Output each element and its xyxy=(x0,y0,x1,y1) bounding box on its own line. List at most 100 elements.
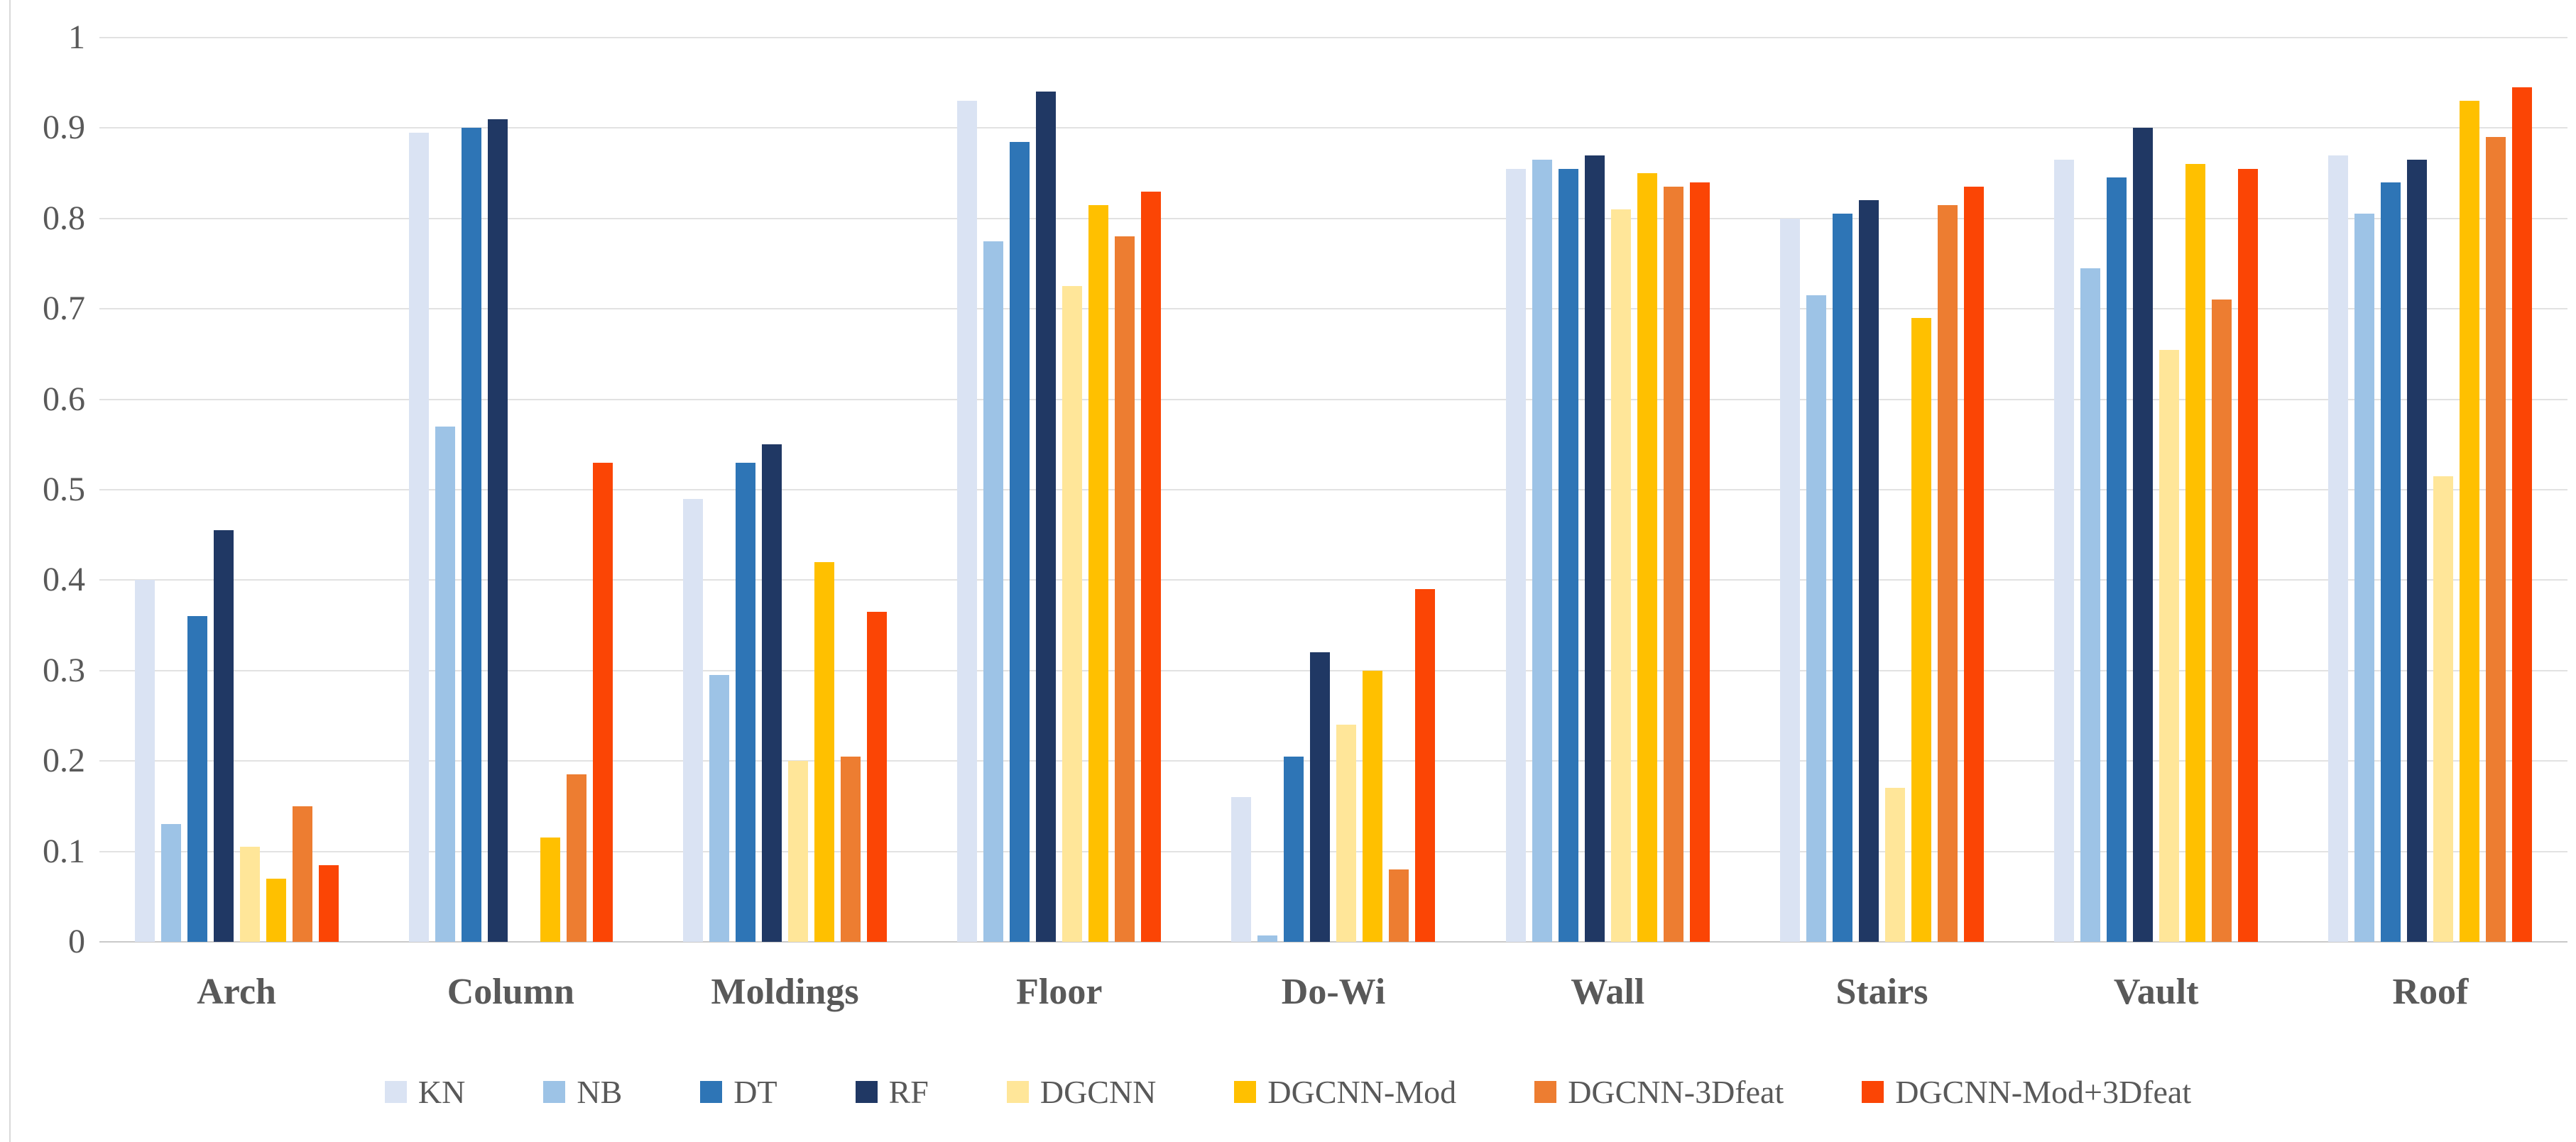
category-label-stairs: Stairs xyxy=(1835,972,1928,1012)
bar-do-wi-nb xyxy=(1257,935,1278,942)
bar-moldings-dgcnn-3dfeat xyxy=(841,757,861,942)
y-tick-label: 0.4 xyxy=(43,561,85,599)
gridline-y-1 xyxy=(99,37,2567,38)
legend-label-rf: RF xyxy=(888,1074,929,1110)
bar-do-wi-kn xyxy=(1231,797,1252,942)
legend-label-dt: DT xyxy=(733,1074,777,1110)
bar-stairs-dgcnn xyxy=(1884,788,1905,942)
bar-do-wi-dgcnn-mod xyxy=(1363,671,1383,942)
bar-column-dgcnn-mod+3dfeat xyxy=(592,463,613,942)
bar-column-rf xyxy=(487,119,508,942)
gridline-y-0.4 xyxy=(99,579,2567,581)
y-tick-label: 0.6 xyxy=(43,380,85,418)
bar-floor-dgcnn-mod+3dfeat xyxy=(1141,192,1162,942)
legend-label-dgcnn-mod: DGCNN-Mod xyxy=(1267,1074,1457,1110)
bar-stairs-rf xyxy=(1858,200,1879,942)
y-tick-label: 0.1 xyxy=(43,832,85,870)
category-label-wall: Wall xyxy=(1571,972,1645,1012)
bar-stairs-dgcnn-mod+3dfeat xyxy=(1963,187,1984,942)
bar-vault-kn xyxy=(2054,160,2075,942)
legend-item-dgcnn: DGCNN xyxy=(1006,1073,1157,1111)
legend-label-dgcnn: DGCNN xyxy=(1039,1074,1157,1110)
bar-arch-dgcnn xyxy=(239,847,260,942)
y-tick-label: 0.7 xyxy=(43,290,85,328)
bar-group-arch xyxy=(99,38,373,942)
bar-arch-nb xyxy=(160,824,181,942)
category-label-arch: Arch xyxy=(197,972,276,1012)
bar-roof-nb xyxy=(2354,214,2375,942)
gridline-y-0.6 xyxy=(99,398,2567,400)
legend-swatch-dt xyxy=(700,1081,723,1103)
bar-column-dgcnn-mod xyxy=(540,838,560,942)
legend-item-nb: NB xyxy=(543,1073,622,1111)
bar-stairs-dt xyxy=(1832,214,1852,942)
bar-vault-dgcnn xyxy=(2159,350,2180,942)
bar-column-kn xyxy=(408,133,429,942)
bar-column-dt xyxy=(461,128,481,942)
y-tick-label: 0.9 xyxy=(43,109,85,147)
legend-swatch-rf xyxy=(855,1081,878,1103)
bar-vault-dgcnn-3dfeat xyxy=(2212,300,2232,942)
bar-moldings-dt xyxy=(736,463,756,942)
gridline-y-0.7 xyxy=(99,308,2567,310)
bar-arch-kn xyxy=(134,580,155,942)
legend-swatch-dgcnn-mod+3dfeat xyxy=(1862,1081,1884,1103)
bar-group-do-wi xyxy=(1196,38,1470,942)
bar-moldings-kn xyxy=(683,499,704,942)
y-tick-label: 0.5 xyxy=(43,471,85,508)
bar-floor-dgcnn xyxy=(1062,286,1083,942)
bar-floor-dt xyxy=(1010,142,1030,942)
bar-stairs-dgcnn-3dfeat xyxy=(1937,205,1958,942)
bar-group-vault xyxy=(2019,38,2293,942)
bar-do-wi-rf xyxy=(1310,652,1331,942)
gridline-y-0 xyxy=(99,941,2567,943)
gridline-y-0.5 xyxy=(99,489,2567,490)
bar-stairs-nb xyxy=(1806,295,1826,942)
bar-group-wall xyxy=(1470,38,1745,942)
bar-do-wi-dgcnn-mod+3dfeat xyxy=(1415,589,1436,942)
y-tick-label: 0 xyxy=(68,923,85,960)
bar-moldings-dgcnn xyxy=(788,761,809,942)
chart-left-border xyxy=(9,0,11,1142)
legend-swatch-nb xyxy=(543,1081,566,1103)
bar-roof-kn xyxy=(2328,155,2349,942)
bar-roof-rf xyxy=(2407,160,2428,942)
gridline-y-0.3 xyxy=(99,669,2567,671)
legend-label-dgcnn-3dfeat: DGCNN-3Dfeat xyxy=(1568,1074,1784,1110)
bar-wall-dgcnn xyxy=(1610,209,1631,942)
bar-roof-dgcnn xyxy=(2433,476,2454,942)
bar-wall-kn xyxy=(1505,169,1526,942)
category-label-roof: Roof xyxy=(2392,972,2469,1012)
bar-roof-dgcnn-mod+3dfeat xyxy=(2512,87,2533,942)
bar-vault-dt xyxy=(2107,177,2127,942)
bar-arch-dgcnn-3dfeat xyxy=(292,806,312,942)
bar-group-moldings xyxy=(648,38,922,942)
bar-wall-dgcnn-mod+3dfeat xyxy=(1689,182,1710,942)
bar-vault-dgcnn-mod xyxy=(2185,164,2206,942)
bar-vault-rf xyxy=(2133,128,2154,942)
bar-vault-dgcnn-mod+3dfeat xyxy=(2238,169,2259,942)
bar-do-wi-dgcnn xyxy=(1336,725,1357,942)
legend: KN NB DT RF DGCNN DGCNN-Mod DGCNN-3Dfeat DGCNN-… xyxy=(0,1073,2576,1111)
bar-floor-rf xyxy=(1036,92,1057,942)
category-label-do-wi: Do-Wi xyxy=(1281,972,1386,1012)
legend-label-nb: NB xyxy=(577,1074,623,1110)
y-tick-label: 0.2 xyxy=(43,742,85,780)
gridline-y-0.2 xyxy=(99,760,2567,762)
bar-moldings-rf xyxy=(762,444,782,942)
bar-wall-dt xyxy=(1558,169,1578,942)
bar-roof-dgcnn-3dfeat xyxy=(2486,137,2506,942)
legend-swatch-dgcnn xyxy=(1006,1081,1029,1103)
bar-group-stairs xyxy=(1745,38,2019,942)
bar-wall-nb xyxy=(1532,160,1552,942)
legend-item-dgcnn-3dfeat: DGCNN-3Dfeat xyxy=(1534,1073,1784,1111)
legend-swatch-dgcnn-mod xyxy=(1234,1081,1257,1103)
legend-item-dgcnn-mod+3dfeat: DGCNN-Mod+3Dfeat xyxy=(1862,1073,2191,1111)
y-tick-label: 0.8 xyxy=(43,199,85,237)
category-label-vault: Vault xyxy=(2113,972,2199,1012)
bar-roof-dgcnn-mod xyxy=(2460,101,2480,942)
bar-vault-nb xyxy=(2080,268,2101,942)
legend-swatch-kn xyxy=(384,1081,407,1103)
y-tick-label: 1 xyxy=(68,18,85,56)
